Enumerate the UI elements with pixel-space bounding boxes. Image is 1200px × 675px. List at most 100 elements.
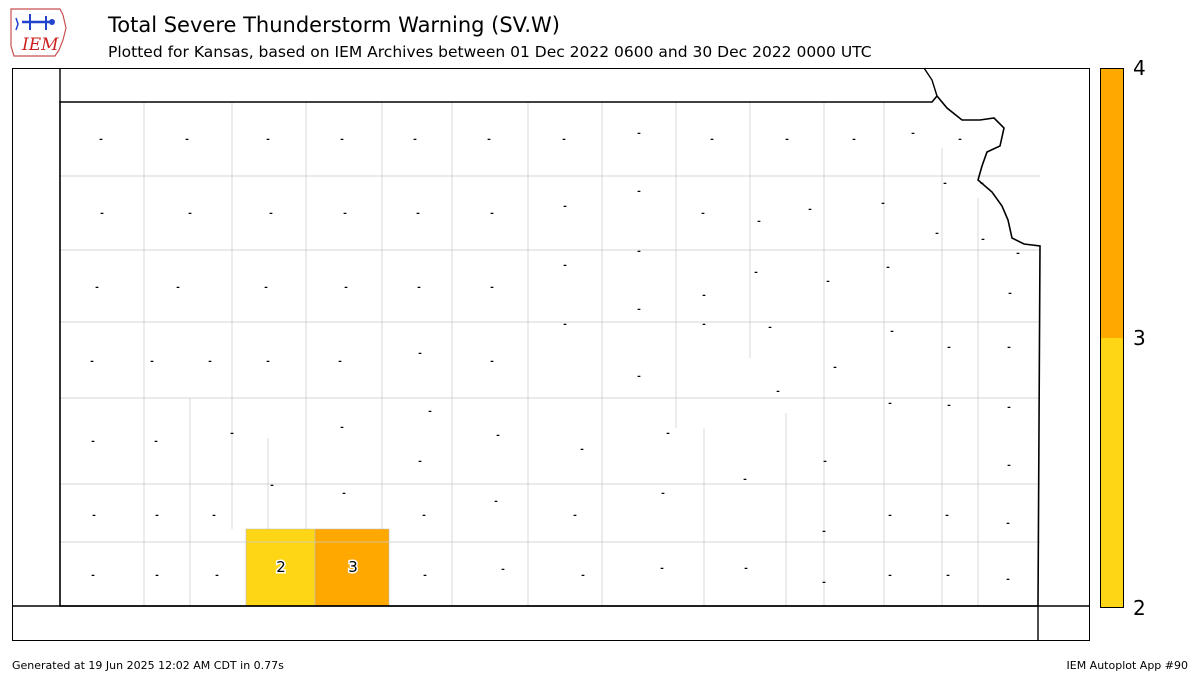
county-no-data-marker: - (958, 135, 962, 145)
generated-timestamp: Generated at 19 Jun 2025 12:02 AM CDT in… (12, 659, 284, 672)
county-no-data-marker: - (637, 372, 641, 382)
county-no-data-marker: - (666, 429, 670, 439)
county-no-data-marker: - (490, 283, 494, 293)
county-no-data-marker: - (573, 511, 577, 521)
county-no-data-marker: - (340, 423, 344, 433)
county-no-data-marker: - (418, 457, 422, 467)
county-no-data-marker: - (185, 135, 189, 145)
county-no-data-marker: - (768, 323, 772, 333)
county-no-data-marker: - (660, 564, 664, 574)
county-no-data-marker: - (744, 564, 748, 574)
county-no-data-marker: - (1007, 461, 1011, 471)
county-no-data-marker: - (785, 135, 789, 145)
county-no-data-marker: - (852, 135, 856, 145)
county-no-data-marker: - (888, 511, 892, 521)
county-no-data-marker: - (833, 363, 837, 373)
county-no-data-marker: - (563, 320, 567, 330)
county-no-data-marker: - (208, 357, 212, 367)
county-no-data-marker: - (1008, 289, 1012, 299)
county-no-data-marker: - (92, 511, 96, 521)
county-value-seward: 2 (276, 558, 286, 576)
county-no-data-marker: - (501, 565, 505, 575)
county-no-data-marker: - (418, 349, 422, 359)
county-no-data-marker: - (490, 209, 494, 219)
county-no-data-marker: - (266, 135, 270, 145)
county-no-data-marker: - (581, 571, 585, 581)
county-no-data-marker: - (743, 475, 747, 485)
county-no-data-marker: - (343, 209, 347, 219)
colorbar-tick-2: 2 (1133, 596, 1146, 620)
county-no-data-marker: - (1007, 343, 1011, 353)
county-no-data-marker: - (99, 135, 103, 145)
county-no-data-marker: - (176, 283, 180, 293)
county-no-data-marker: - (490, 357, 494, 367)
county-no-data-marker: - (413, 135, 417, 145)
iem-logo: IEM (8, 6, 70, 58)
county-no-data-marker: - (338, 357, 342, 367)
county-no-data-marker: - (702, 291, 706, 301)
county-no-data-marker: - (342, 489, 346, 499)
county-no-data-marker: - (496, 431, 500, 441)
county-no-data-marker: - (270, 481, 274, 491)
county-no-data-marker: - (417, 283, 421, 293)
county-no-data-marker: - (637, 305, 641, 315)
colorbar-segment-3-4 (1100, 68, 1124, 339)
county-no-data-marker: - (100, 209, 104, 219)
county-no-data-marker: - (90, 357, 94, 367)
county-no-data-marker: - (266, 357, 270, 367)
colorbar-tick-4: 4 (1133, 56, 1146, 80)
logo-text: IEM (21, 35, 59, 55)
county-no-data-marker: - (150, 357, 154, 367)
county-no-data-marker: - (945, 511, 949, 521)
county-no-data-marker: - (980, 179, 984, 189)
county-no-data-marker: - (776, 387, 780, 397)
county-no-data-marker: - (340, 135, 344, 145)
county-no-data-marker: - (154, 437, 158, 447)
county-no-data-marker: - (416, 209, 420, 219)
county-no-data-marker: - (661, 489, 665, 499)
county-no-data-marker: - (947, 343, 951, 353)
county-no-data-marker: - (562, 135, 566, 145)
county-no-data-marker: - (188, 209, 192, 219)
county-no-data-marker: - (494, 497, 498, 507)
county-no-data-marker: - (754, 268, 758, 278)
county-no-data-marker: - (911, 129, 915, 139)
county-no-data-marker: - (637, 129, 641, 139)
colorbar (1100, 68, 1124, 608)
county-no-data-marker: - (808, 205, 812, 215)
county-no-data-marker: - (822, 578, 826, 588)
county-no-data-marker: - (95, 283, 99, 293)
county-no-data-marker: - (946, 571, 950, 581)
county-no-data-marker: - (826, 277, 830, 287)
county-no-data-marker: - (264, 283, 268, 293)
county-no-data-marker: - (701, 209, 705, 219)
county-no-data-marker: - (422, 511, 426, 521)
county-no-data-marker: - (702, 320, 706, 330)
county-no-data-marker: - (215, 571, 219, 581)
county-no-data-marker: - (637, 247, 641, 257)
county-no-data-marker: - (580, 445, 584, 455)
county-no-data-marker: - (1016, 249, 1020, 259)
page-subtitle: Plotted for Kansas, based on IEM Archive… (108, 43, 872, 61)
county-no-data-marker: - (757, 217, 761, 227)
county-no-data-marker: - (423, 571, 427, 581)
county-no-data-marker: - (91, 437, 95, 447)
county-no-data-marker: - (563, 261, 567, 271)
county-no-data-marker: - (888, 399, 892, 409)
county-no-data-marker: - (886, 263, 890, 273)
county-no-data-marker: - (890, 327, 894, 337)
county-no-data-marker: - (822, 527, 826, 537)
county-no-data-marker: - (1006, 575, 1010, 585)
colorbar-segment-2-3 (1100, 338, 1124, 608)
county-no-data-marker: - (943, 179, 947, 189)
county-no-data-marker: - (230, 429, 234, 439)
county-no-data-marker: - (823, 457, 827, 467)
app-label: IEM Autoplot App #90 (1066, 659, 1189, 672)
county-no-data-marker: - (981, 235, 985, 245)
county-no-data-marker: - (155, 571, 159, 581)
county-no-data-marker: - (888, 571, 892, 581)
kansas-county-map: - - - - - - - - - - - - - - - - - - - - - - - - - - - - - - - - - - - - - - - -… (12, 68, 1090, 641)
county-no-data-marker: - (1007, 403, 1011, 413)
kansas-state-border (59, 94, 1041, 607)
county-boundaries (60, 102, 1040, 606)
